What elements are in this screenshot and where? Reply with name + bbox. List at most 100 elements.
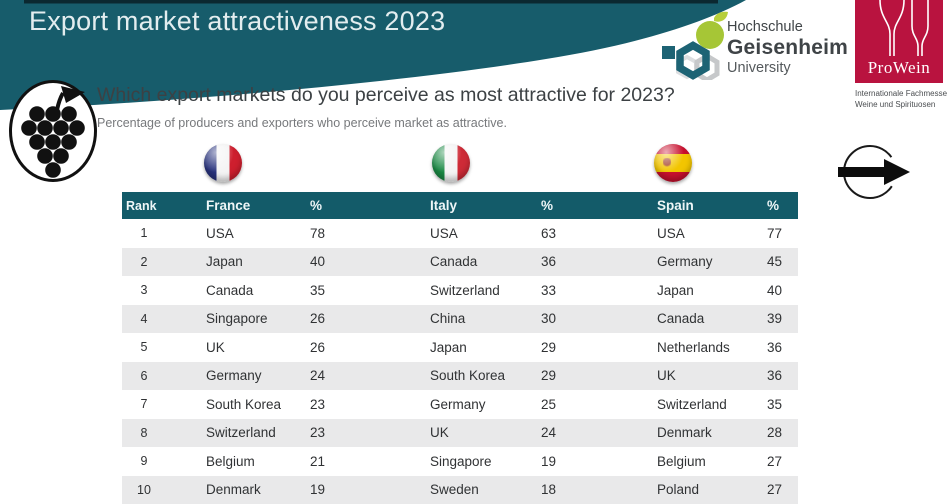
column-header-italy: Italy bbox=[430, 198, 458, 213]
spain-flag-icon bbox=[654, 144, 692, 182]
column-header-rank: Rank bbox=[126, 198, 157, 213]
market-cell: South Korea bbox=[206, 396, 282, 412]
market-cell: USA bbox=[206, 225, 234, 241]
market-cell: Germany bbox=[657, 254, 713, 270]
market-cell: UK bbox=[657, 368, 676, 384]
market-attractiveness-table: Rank France % Italy % Spain % 1 USA 78 USA 6… bbox=[122, 192, 798, 504]
geisenheim-text-line3: University bbox=[727, 59, 791, 76]
prowein-logo: ProWein Internationale Fachmesse Weine u… bbox=[855, 0, 950, 111]
pct-cell: 36 bbox=[767, 339, 783, 355]
market-cell: Canada bbox=[657, 311, 705, 327]
rank-cell: 8 bbox=[140, 425, 148, 440]
pct-cell: 40 bbox=[310, 254, 326, 270]
market-cell: Japan bbox=[430, 339, 467, 355]
prowein-caption-line1: Internationale Fachmesse bbox=[855, 89, 948, 98]
pct-cell: 28 bbox=[767, 425, 783, 441]
rank-cell: 2 bbox=[140, 254, 148, 269]
pct-cell: 36 bbox=[767, 368, 783, 384]
prowein-caption-line2: Weine und Spirituosen bbox=[855, 99, 936, 109]
grape-bunch-icon bbox=[9, 80, 97, 182]
header-banner bbox=[0, 0, 746, 110]
geisenheim-text-line1: Hochschule bbox=[727, 19, 803, 35]
pct-cell: 24 bbox=[310, 368, 326, 384]
market-cell: Japan bbox=[657, 282, 694, 298]
market-cell: China bbox=[430, 311, 466, 327]
market-cell: Belgium bbox=[206, 453, 255, 469]
page-title: Export market attractiveness 2023 bbox=[29, 6, 446, 36]
geisenheim-hexagon-icon bbox=[662, 11, 728, 80]
pct-cell: 39 bbox=[767, 311, 783, 327]
market-cell: UK bbox=[430, 425, 449, 441]
table-row: 6 Germany 24 South Korea 29 UK 36 bbox=[122, 361, 798, 390]
rank-cell: 1 bbox=[140, 226, 148, 241]
rank-cell: 9 bbox=[140, 454, 148, 469]
column-header-spain: Spain bbox=[657, 198, 694, 213]
pct-cell: 26 bbox=[310, 311, 326, 327]
table-row: 7 South Korea 23 Germany 25 Switzerland 35 bbox=[122, 390, 798, 419]
france-flag-icon bbox=[204, 144, 242, 182]
pct-cell: 35 bbox=[767, 396, 783, 412]
pct-cell: 23 bbox=[310, 396, 326, 412]
pct-cell: 35 bbox=[310, 282, 326, 298]
pct-cell: 26 bbox=[310, 339, 326, 355]
column-header-italy-pct: % bbox=[541, 198, 554, 213]
pct-cell: 63 bbox=[541, 225, 557, 241]
market-cell: Switzerland bbox=[657, 396, 727, 412]
pct-cell: 45 bbox=[767, 254, 783, 270]
geisenheim-logo: Hochschule Geisenheim University bbox=[648, 6, 849, 80]
geisenheim-text-line2: Geisenheim bbox=[727, 35, 849, 59]
wine-glass-bottle-icon bbox=[879, 0, 929, 56]
column-header-france-pct: % bbox=[310, 198, 323, 213]
market-cell: Singapore bbox=[206, 311, 268, 327]
market-cell: Switzerland bbox=[206, 425, 276, 441]
table-row: 5 UK 26 Japan 29 Netherlands 36 bbox=[122, 333, 798, 362]
pct-cell: 29 bbox=[541, 368, 557, 384]
table-body: 1 USA 78 USA 63 USA 77 2 Japan 40 Canada 36 Germany 4… bbox=[122, 219, 798, 504]
market-cell: Singapore bbox=[430, 453, 492, 469]
next-arrow-icon[interactable] bbox=[832, 142, 916, 202]
pct-cell: 78 bbox=[310, 225, 326, 241]
pct-cell: 29 bbox=[541, 339, 557, 355]
table-row: 8 Switzerland 23 UK 24 Denmark 28 bbox=[122, 418, 798, 447]
pct-cell: 23 bbox=[310, 425, 326, 441]
market-cell: Netherlands bbox=[657, 339, 730, 355]
pct-cell: 19 bbox=[541, 453, 557, 469]
question-subtitle: Percentage of producers and exporters wh… bbox=[97, 116, 507, 130]
spain-coat-of-arms bbox=[663, 158, 671, 168]
pct-cell: 40 bbox=[767, 282, 783, 298]
prowein-wordmark: ProWein bbox=[867, 58, 931, 77]
prowein-badge: ProWein bbox=[855, 0, 943, 83]
market-cell: Belgium bbox=[657, 453, 706, 469]
market-cell: Denmark bbox=[206, 482, 261, 498]
rank-cell: 6 bbox=[140, 368, 148, 383]
table-header-row: Rank France % Italy % Spain % bbox=[122, 192, 798, 219]
rank-cell: 7 bbox=[140, 397, 148, 412]
table-row: 1 USA 78 USA 63 USA 77 bbox=[122, 219, 798, 248]
table-row: 3 Canada 35 Switzerland 33 Japan 40 bbox=[122, 276, 798, 305]
market-cell: Poland bbox=[657, 482, 700, 498]
market-cell: Germany bbox=[430, 396, 486, 412]
question-heading: Which export markets do you perceive as … bbox=[97, 84, 675, 106]
pct-cell: 30 bbox=[541, 311, 557, 327]
market-cell: Canada bbox=[206, 282, 254, 298]
pct-cell: 27 bbox=[767, 453, 783, 469]
table-row: 9 Belgium 21 Singapore 19 Belgium 27 bbox=[122, 447, 798, 476]
rank-cell: 3 bbox=[140, 283, 148, 298]
pct-cell: 33 bbox=[541, 282, 557, 298]
market-cell: Denmark bbox=[657, 425, 712, 441]
pct-cell: 18 bbox=[541, 482, 557, 498]
rank-cell: 4 bbox=[140, 311, 148, 326]
market-cell: Canada bbox=[430, 254, 478, 270]
italy-flag-icon bbox=[432, 144, 470, 182]
column-header-france: France bbox=[206, 198, 251, 213]
market-cell: USA bbox=[657, 225, 685, 241]
pct-cell: 25 bbox=[541, 396, 557, 412]
pct-cell: 77 bbox=[767, 225, 783, 241]
market-cell: South Korea bbox=[430, 368, 506, 384]
market-cell: Switzerland bbox=[430, 282, 500, 298]
pct-cell: 24 bbox=[541, 425, 557, 441]
market-cell: USA bbox=[430, 225, 458, 241]
table-row: 2 Japan 40 Canada 36 Germany 45 bbox=[122, 247, 798, 276]
pct-cell: 27 bbox=[767, 482, 783, 498]
